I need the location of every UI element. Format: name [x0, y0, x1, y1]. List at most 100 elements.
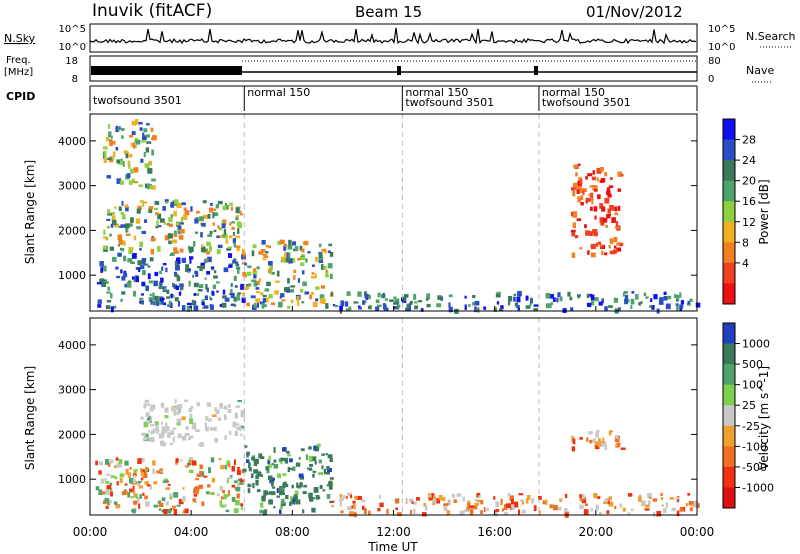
echo-cell [125, 468, 129, 475]
echo-cell [608, 496, 612, 501]
echo-cell [314, 460, 317, 465]
echo-cell [585, 230, 590, 236]
xtick-label: 12:00 [376, 525, 411, 539]
echo-cell [525, 498, 529, 504]
echo-cell [332, 304, 336, 307]
echo-cell [239, 426, 242, 432]
echo-cell [152, 468, 156, 475]
echo-cell [244, 286, 250, 290]
echo-cell [640, 301, 643, 304]
echo-cell [132, 478, 137, 484]
echo-cell [437, 295, 442, 300]
echo-cell [443, 503, 448, 507]
nsearch-label: N.Search [746, 30, 796, 43]
echo-cell [552, 297, 556, 302]
echo-cell [130, 142, 135, 148]
echo-cell [225, 509, 230, 513]
echo-cell [220, 464, 225, 470]
echo-cell [283, 245, 287, 251]
echo-cell [163, 302, 167, 306]
echo-cell [164, 428, 168, 431]
echo-cell [124, 223, 130, 229]
echo-cell [128, 249, 133, 254]
echo-cell [169, 496, 172, 500]
echo-cell [500, 305, 504, 310]
echo-cell [268, 475, 273, 481]
echo-cell [687, 300, 691, 304]
echo-cell [325, 471, 330, 475]
nave-label: Nave [746, 64, 774, 77]
echo-cell [396, 512, 402, 517]
echo-cell [233, 242, 236, 248]
echo-cell [346, 291, 351, 296]
echo-cell [116, 126, 120, 133]
echo-cell [248, 462, 251, 469]
echo-cell [206, 402, 212, 407]
echo-cell [132, 178, 135, 184]
echo-cell [110, 306, 114, 313]
echo-cell [141, 258, 147, 262]
echo-cell [478, 495, 481, 498]
echo-cell [171, 252, 175, 256]
echo-cell [300, 288, 304, 293]
echo-cell [115, 126, 118, 133]
echo-cell [579, 179, 583, 184]
echo-cell [144, 481, 150, 485]
echo-cell [293, 494, 298, 500]
echo-cell [247, 265, 252, 269]
echo-cell [224, 297, 230, 302]
echo-cell [188, 457, 193, 461]
echo-cell [576, 189, 580, 194]
echo-cell [106, 218, 111, 221]
echo-cell [148, 207, 153, 214]
echo-cell [216, 290, 219, 293]
echo-cell [237, 483, 240, 486]
echo-cell [121, 291, 126, 295]
echo-cell [270, 491, 276, 496]
echo-cell [425, 298, 429, 301]
echo-cell [357, 291, 362, 297]
echo-cell [292, 497, 296, 503]
echo-cell [189, 418, 194, 424]
echo-cell [248, 283, 252, 287]
echo-cell [521, 501, 524, 505]
echo-cell [619, 503, 623, 508]
echo-cell [216, 249, 221, 255]
echo-cell [110, 475, 116, 479]
echo-cell [136, 208, 141, 214]
echo-cell [496, 301, 500, 305]
echo-cell [209, 298, 213, 301]
echo-cell [466, 506, 470, 512]
echo-cell [110, 223, 114, 228]
echo-cell [178, 235, 184, 240]
echo-cell [233, 296, 238, 302]
echo-cell [184, 508, 189, 514]
echo-cell [290, 496, 293, 502]
echo-cell [508, 300, 511, 306]
echo-cell [177, 229, 182, 235]
echo-cell [559, 498, 563, 502]
echo-cell [289, 467, 294, 471]
echo-cell [121, 200, 124, 206]
echo-cell [451, 493, 455, 499]
echo-cell [600, 220, 605, 226]
echo-cell [624, 298, 628, 305]
echo-cell [160, 431, 165, 437]
echo-cell [239, 213, 243, 216]
echo-cell [564, 508, 568, 513]
echo-cell [260, 249, 266, 253]
echo-cell [259, 509, 263, 514]
echo-cell [278, 458, 281, 463]
echo-cell [297, 485, 301, 489]
echo-cell [213, 229, 217, 233]
echo-cell [253, 303, 257, 308]
echo-cell [250, 295, 256, 299]
echo-cell [436, 498, 441, 504]
echo-cell [115, 457, 119, 461]
echo-cell [493, 512, 499, 517]
echo-cell [152, 297, 157, 300]
echo-cell [614, 226, 620, 229]
echo-cell [109, 459, 114, 464]
echo-cell [521, 509, 526, 514]
echo-cell [192, 274, 195, 278]
